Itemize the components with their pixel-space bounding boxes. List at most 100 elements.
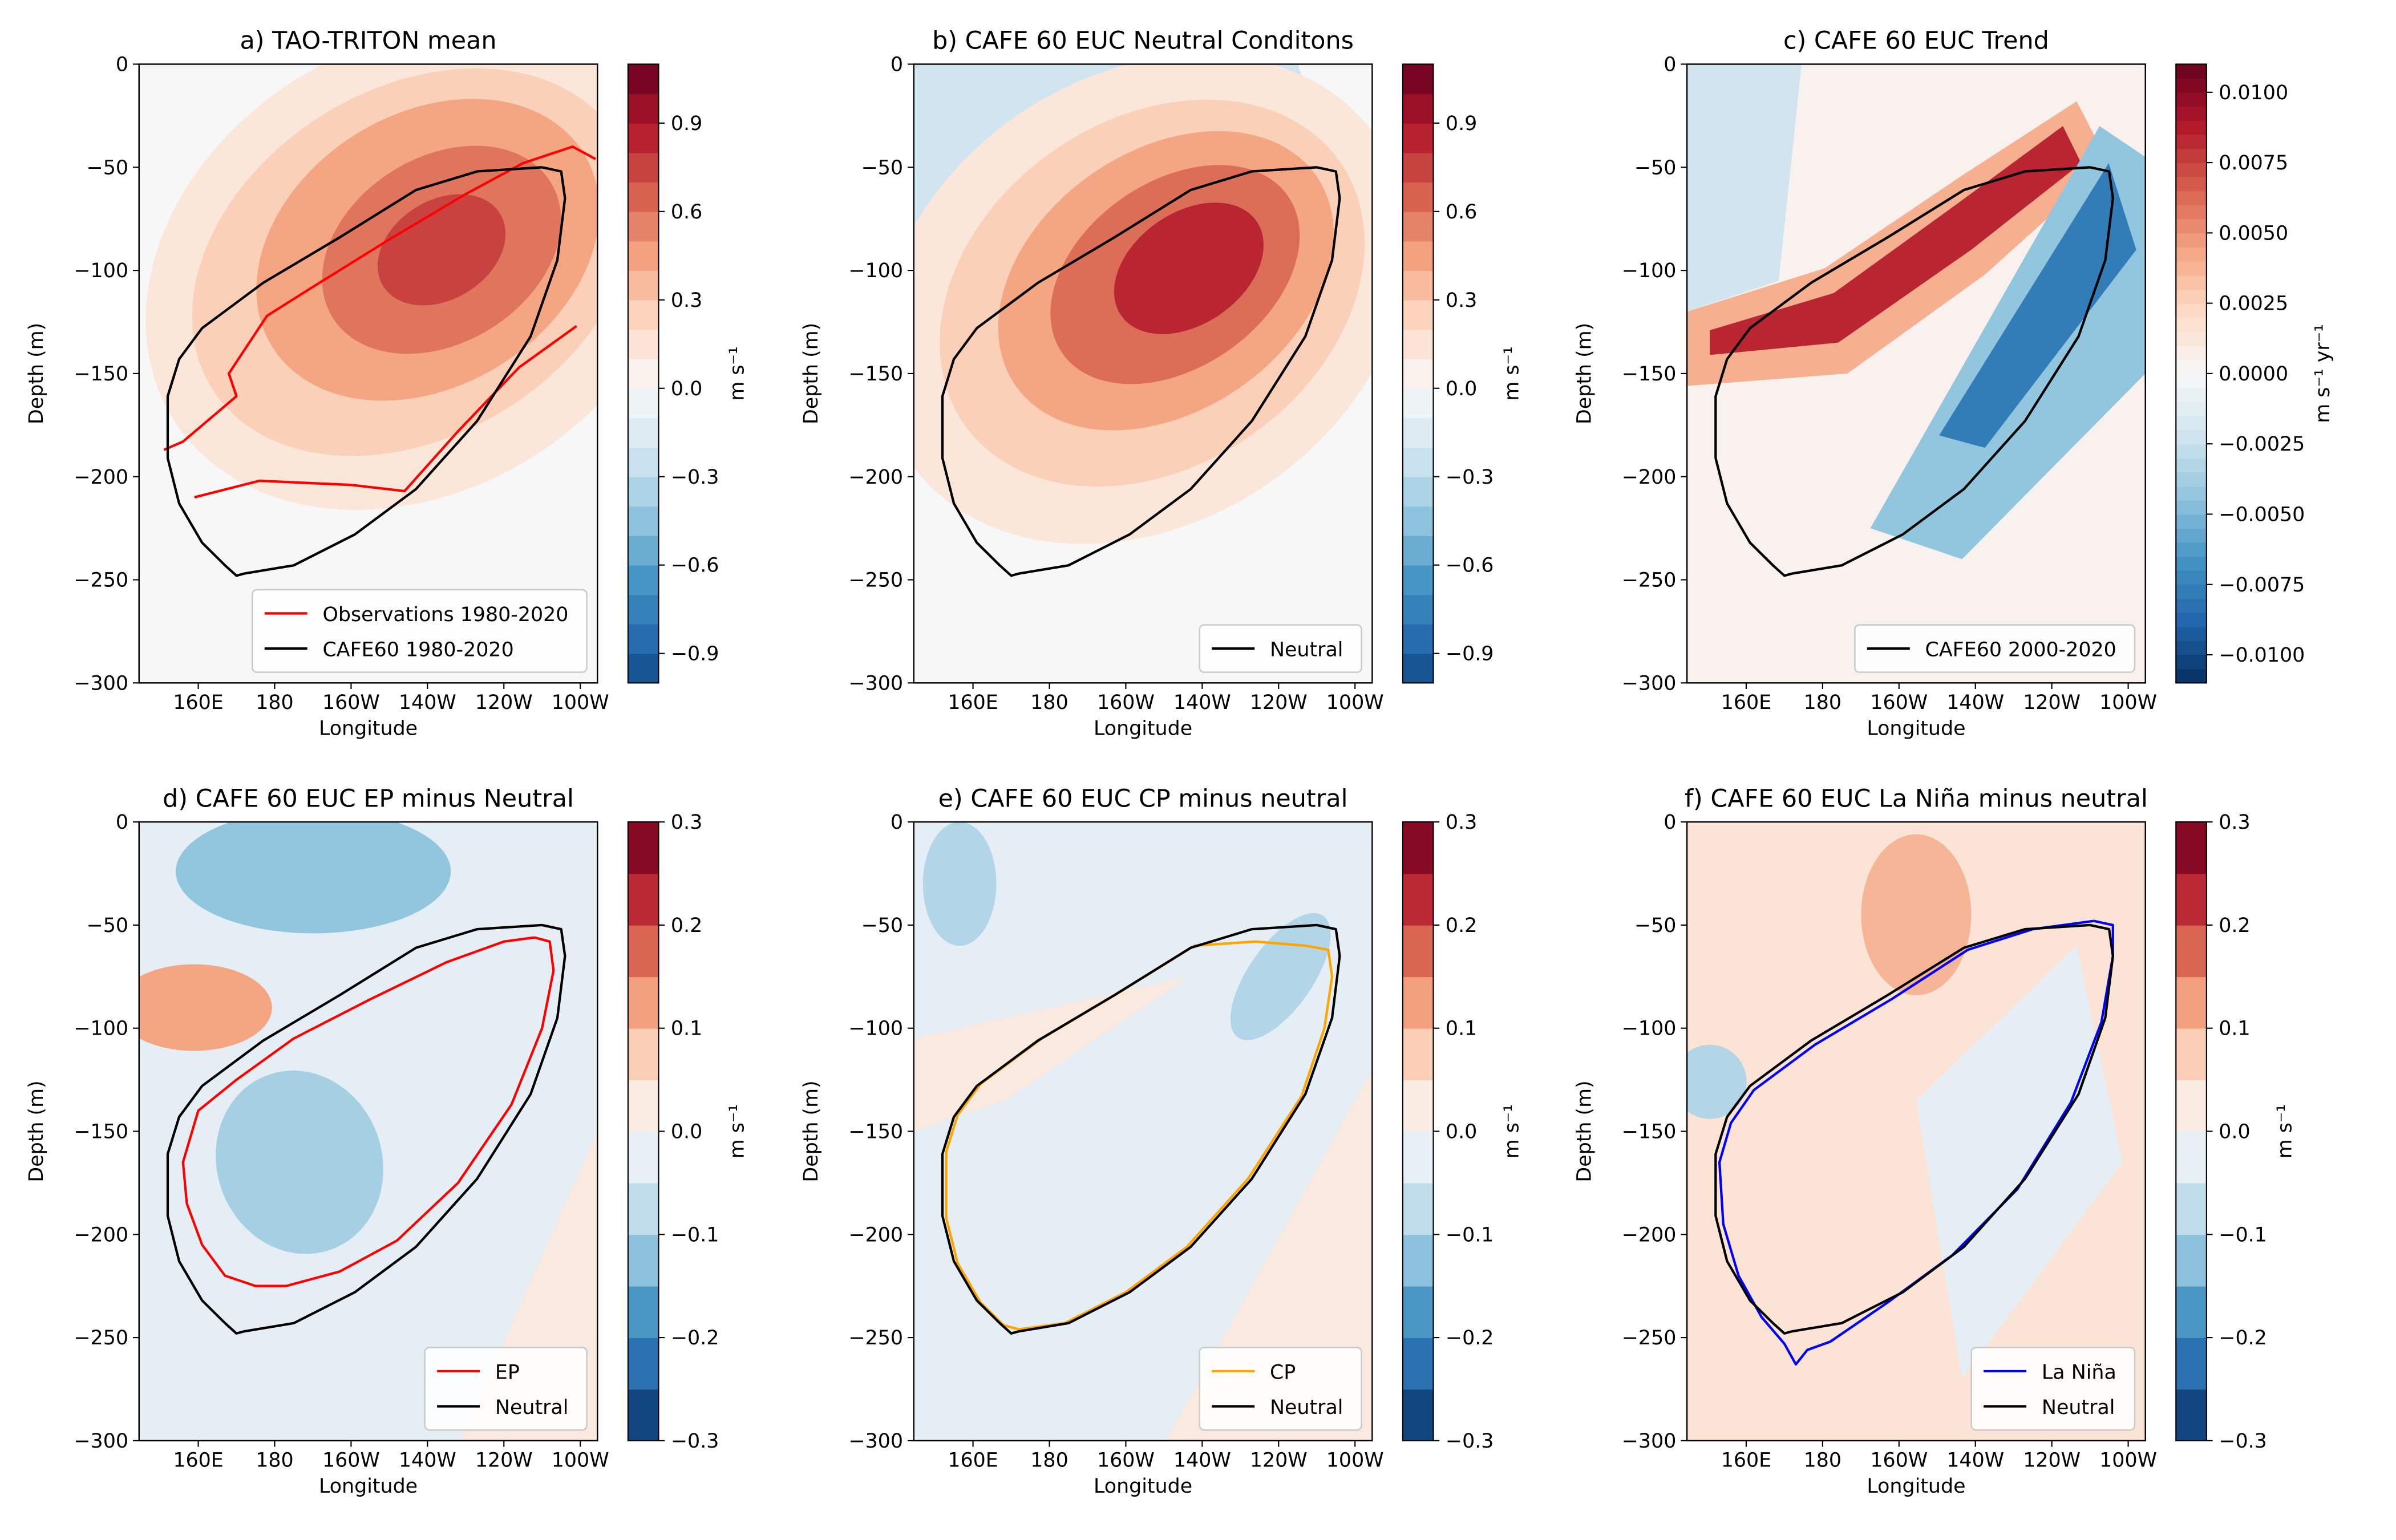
colorbar-label: m s⁻¹ yr⁻¹ xyxy=(2312,324,2334,423)
chart-title: e) CAFE 60 EUC CP minus neutral xyxy=(938,784,1348,813)
x-tick-label: 160E xyxy=(1721,1449,1771,1472)
colorbar-band xyxy=(628,241,659,271)
colorbar-tick-label: −0.0075 xyxy=(2219,574,2305,597)
legend-box xyxy=(251,589,588,673)
colorbar-band xyxy=(2176,275,2207,290)
colorbar-band xyxy=(2176,148,2207,163)
field xyxy=(913,64,1373,683)
contour-line xyxy=(1718,919,2114,1366)
y-tick-label: −200 xyxy=(74,1223,128,1246)
colorbar-tick-label: −0.2 xyxy=(671,1327,719,1349)
legend-box xyxy=(1199,624,1362,673)
y-tick-label: −200 xyxy=(848,466,903,489)
chart-title: c) CAFE 60 EUC Trend xyxy=(1783,27,2049,55)
y-axis-label: Depth (m) xyxy=(800,323,823,424)
y-tick-label: −250 xyxy=(1622,569,1677,592)
field-fill xyxy=(1687,1044,1747,1119)
colorbar-tick-label: −0.0100 xyxy=(2219,644,2305,667)
colorbar-band xyxy=(1402,1389,1434,1441)
y-tick-label: −150 xyxy=(848,363,903,386)
colorbar-band xyxy=(2176,106,2207,121)
colorbar-band xyxy=(2176,584,2207,599)
legend: EP Neutral xyxy=(424,1347,588,1431)
y-tick-label: −100 xyxy=(74,1018,128,1040)
colorbar-band xyxy=(1402,873,1434,926)
colorbar-band xyxy=(1402,624,1434,654)
contour-line xyxy=(166,166,566,577)
colorbar-band xyxy=(628,152,659,183)
y-axis-label: Depth (m) xyxy=(1573,323,1596,424)
legend-label: Neutral xyxy=(1270,1396,1343,1419)
x-tick-label: 160E xyxy=(173,1449,223,1472)
x-tick-label: 140W xyxy=(399,691,456,714)
colorbar-tick-label: −0.6 xyxy=(1446,554,1494,577)
colorbar-band xyxy=(628,418,659,448)
colorbar-band xyxy=(2176,528,2207,543)
colorbar-tick-label: 0.1 xyxy=(2219,1018,2250,1040)
x-tick-label: 180 xyxy=(1804,691,1841,714)
colorbar-band xyxy=(628,536,659,566)
field-fill xyxy=(1861,834,1972,995)
colorbar-band xyxy=(2176,387,2207,403)
x-tick-label: 140W xyxy=(1173,1449,1231,1472)
colorbar-band xyxy=(628,1234,659,1287)
colorbar-band xyxy=(2176,303,2207,318)
x-tick-label: 120W xyxy=(475,1449,533,1472)
field-fill xyxy=(378,194,506,306)
legend: CAFE60 2000-2020 xyxy=(1854,624,2136,673)
y-tick-label: −50 xyxy=(87,914,128,937)
colorbar-tick-label: −0.3 xyxy=(671,1430,719,1453)
x-tick-label: 100W xyxy=(552,1449,609,1472)
legend-label: Neutral xyxy=(1270,638,1343,661)
y-tick-label: −300 xyxy=(848,1430,903,1453)
colorbar-band xyxy=(2176,472,2207,487)
colorbar-band xyxy=(628,1131,659,1184)
colorbar-tick-label: 0.0000 xyxy=(2219,363,2288,386)
panel: 160E 180 160W 140W 120W 100W −300 −250 −200 −150 −… xyxy=(25,27,748,740)
colorbar-band xyxy=(2176,429,2207,444)
field-fill xyxy=(1687,64,1802,312)
colorbar-band xyxy=(2176,570,2207,585)
colorbar-band xyxy=(628,1080,659,1132)
colorbar-band xyxy=(1402,1080,1434,1132)
colorbar-band xyxy=(1402,123,1434,153)
y-axis-label: Depth (m) xyxy=(1573,1080,1596,1182)
x-axis-label: Longitude xyxy=(319,1475,418,1498)
colorbar-band xyxy=(1402,653,1434,684)
lines xyxy=(941,166,1341,577)
colorbar-tick-label: −0.1 xyxy=(671,1223,719,1246)
colorbar-tick-label: 0.3 xyxy=(1446,289,1477,312)
y-tick-label: −300 xyxy=(848,672,903,695)
colorbar-band xyxy=(2176,402,2207,416)
colorbar-band xyxy=(628,1182,659,1235)
colorbar-band xyxy=(1402,299,1434,330)
colorbar-band xyxy=(628,624,659,654)
panel: 160E 180 160W 140W 120W 100W −300 −250 −200 −150 −… xyxy=(1573,784,2296,1498)
legend-label: CAFE60 1980-2020 xyxy=(322,638,513,661)
y-tick-label: −300 xyxy=(1622,1430,1677,1453)
colorbar-band xyxy=(2176,668,2207,684)
x-tick-label: 100W xyxy=(1326,1449,1384,1472)
legend-box xyxy=(1970,1347,2136,1431)
colorbar-tick-label: 0.0 xyxy=(2219,1121,2250,1144)
colorbar-band xyxy=(2176,1389,2207,1441)
legend-label: EP xyxy=(495,1361,520,1384)
colorbar-tick-label: 0.2 xyxy=(671,914,702,937)
x-tick-label: 180 xyxy=(256,1449,293,1472)
colorbar-band xyxy=(628,1338,659,1390)
colorbar-tick-label: 0.0 xyxy=(671,378,702,400)
colorbar-band xyxy=(628,822,659,874)
colorbar-band xyxy=(628,1286,659,1338)
legend-label: CAFE60 2000-2020 xyxy=(1925,638,2116,661)
colorbar-band xyxy=(628,873,659,926)
x-tick-label: 120W xyxy=(2023,1449,2081,1472)
chart-title: d) CAFE 60 EUC EP minus Neutral xyxy=(163,784,574,813)
field xyxy=(139,822,598,1441)
x-tick-label: 100W xyxy=(552,691,609,714)
y-tick-label: −200 xyxy=(1622,1223,1677,1246)
field xyxy=(139,64,598,683)
colorbar-band xyxy=(1402,64,1434,94)
colorbar-tick-label: 0.0075 xyxy=(2219,152,2288,175)
y-tick-label: −300 xyxy=(1622,672,1677,695)
